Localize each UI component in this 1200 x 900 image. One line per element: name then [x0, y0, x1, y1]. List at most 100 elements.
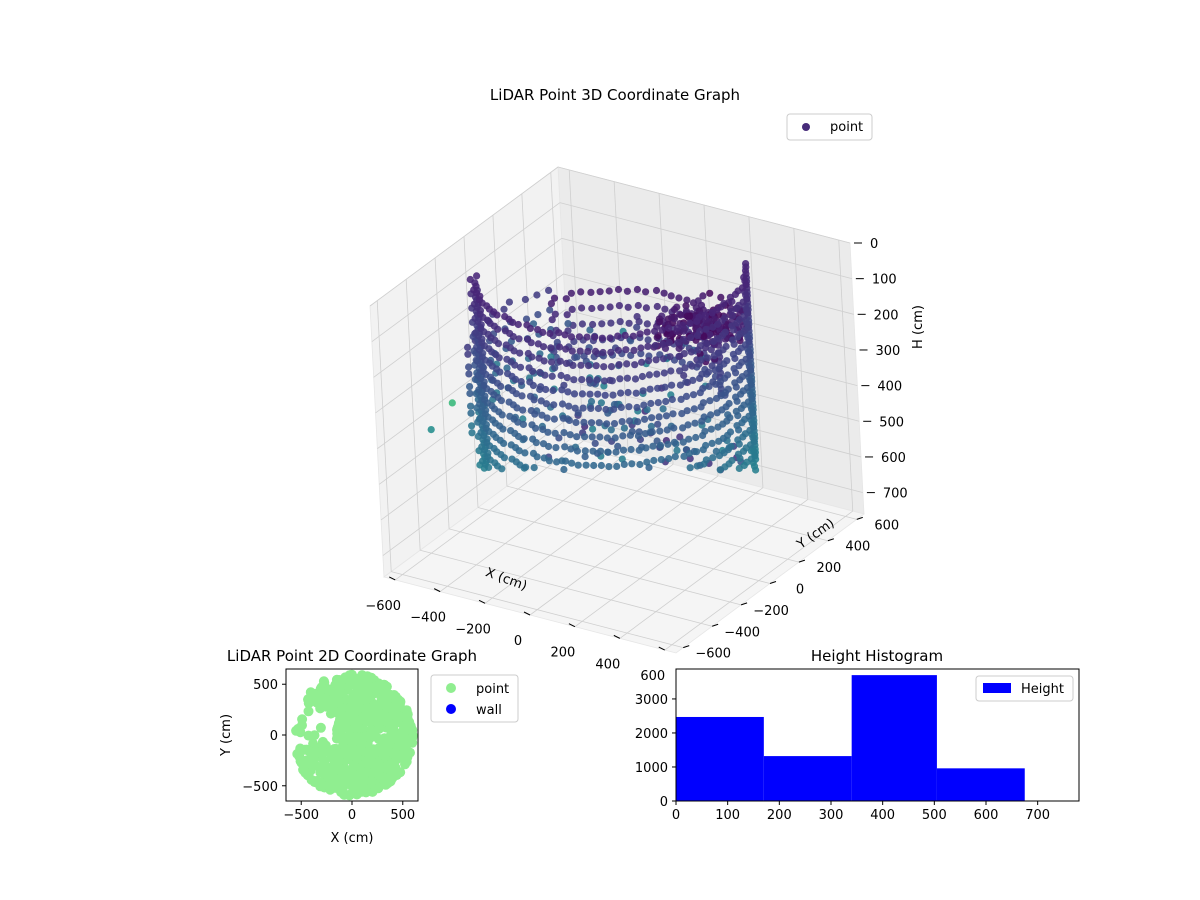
- chart-2d-point: [349, 695, 360, 705]
- chart-3d-point: [596, 433, 604, 441]
- chart-3d-point: [583, 333, 591, 341]
- chart-3d-point: [494, 340, 503, 348]
- chart-3d-point: [598, 334, 606, 342]
- chart-3d-ytick-label: −200: [753, 604, 789, 619]
- chart-3d-point: [513, 404, 521, 412]
- chart-3d-point: [573, 353, 581, 361]
- chart-3d-point: [637, 350, 645, 358]
- chart-3d-point: [516, 461, 524, 469]
- chart-3d-point: [616, 375, 624, 383]
- chart-3d-point: [628, 460, 636, 468]
- chart-3d-point: [591, 333, 599, 341]
- chart-3d-xtick-mark: [523, 611, 531, 616]
- chart-2d-point: [291, 725, 302, 736]
- histogram-ytick-label: 2000: [635, 727, 668, 742]
- chart-3d-point: [637, 344, 645, 352]
- chart-3d-point: [640, 401, 648, 409]
- chart-3d-point: [677, 395, 685, 403]
- chart-3d-point: [627, 445, 635, 454]
- chart-3d-point: [732, 369, 740, 377]
- chart-3d-point: [623, 360, 631, 368]
- chart-3d-point: [549, 386, 557, 395]
- chart-3d-point: [634, 418, 642, 426]
- chart-3d-point: [614, 442, 622, 450]
- chart-2d-point: [388, 748, 399, 759]
- chart-3d-point: [589, 425, 597, 433]
- chart-3d-point: [683, 312, 691, 320]
- chart-3d-point: [591, 347, 600, 355]
- chart-3d-point: [560, 465, 568, 474]
- chart-2d-point: [303, 706, 314, 717]
- chart-3d-point: [613, 462, 621, 470]
- chart-3d-ytick-mark: [769, 581, 777, 584]
- chart-3d-point: [619, 446, 628, 454]
- chart-3d-point: [711, 366, 719, 374]
- chart-3d-point: [676, 367, 684, 375]
- chart-3d-point: [615, 302, 624, 310]
- chart-2d-point: [366, 777, 377, 787]
- chart-2d-point: [382, 701, 393, 712]
- chart-2d-point: [362, 687, 373, 698]
- chart-3d-point: [682, 378, 690, 386]
- chart-2d-point: [378, 684, 389, 695]
- grid-line-floor-y: [506, 485, 800, 563]
- chart-3d-point: [600, 363, 608, 371]
- chart-3d-point: [530, 464, 538, 472]
- chart-3d-point: [594, 390, 602, 398]
- chart-3d-point: [597, 461, 606, 470]
- chart-3d-point: [693, 332, 702, 340]
- chart-3d-point: [579, 404, 587, 412]
- chart-2d-legend: point wall: [430, 674, 519, 723]
- chart-3d-point: [500, 305, 508, 313]
- chart-3d-point: [526, 324, 535, 333]
- chart-3d-point: [539, 343, 548, 351]
- chart-2d-point: [317, 739, 328, 750]
- chart-3d-point: [610, 420, 619, 428]
- histogram-legend-box: [975, 675, 1074, 702]
- chart-3d-point: [709, 323, 717, 331]
- chart-3d-xtick-label: 600: [640, 669, 665, 684]
- chart-3d-point: [558, 386, 566, 394]
- chart-3d-point: [731, 354, 739, 363]
- chart-2d-point: [344, 790, 355, 801]
- chart-3d-point: [643, 320, 651, 328]
- grid-line-left-z: [375, 273, 564, 414]
- chart-3d-point: [567, 289, 576, 297]
- chart-3d-point: [511, 375, 520, 383]
- chart-3d-point: [612, 448, 620, 456]
- chart-3d-point: [629, 332, 637, 340]
- grid-line-back-z: [557, 166, 851, 244]
- chart-3d-point: [500, 454, 508, 462]
- chart-3d-point: [609, 391, 617, 399]
- chart-3d-point: [556, 343, 564, 351]
- chart-3d-point: [696, 374, 704, 382]
- grid-line-floor-x: [574, 487, 764, 628]
- chart-2d-point: [306, 774, 317, 785]
- chart-3d-point: [732, 383, 740, 391]
- chart-3d-legend: point: [786, 113, 873, 141]
- chart-3d-point: [644, 336, 652, 344]
- chart-3d-point: [584, 347, 592, 355]
- chart-3d-point: [709, 454, 717, 462]
- chart-3d-point: [670, 438, 679, 446]
- chart-3d-point: [710, 337, 718, 346]
- chart-3d-point: [705, 382, 713, 390]
- chart-3d-xtick-label: 400: [595, 657, 620, 672]
- chart-3d-point: [465, 370, 473, 378]
- chart-3d-ytick-mark: [740, 602, 748, 606]
- chart-3d-point: [532, 439, 540, 447]
- chart-3d-point: [689, 391, 698, 399]
- chart-3d-point: [606, 334, 614, 342]
- chart-3d-point: [573, 447, 582, 455]
- chart-3d-point: [645, 463, 653, 472]
- chart-3d-point: [601, 391, 609, 399]
- chart-3d-point: [668, 395, 676, 404]
- chart-3d-ztick-label: 100: [872, 273, 897, 288]
- chart-3d-point: [493, 311, 501, 319]
- chart-3d-point: [700, 332, 708, 340]
- grid-line-floor-y: [535, 464, 828, 542]
- chart-3d-point: [545, 457, 554, 465]
- chart-3d-point: [572, 418, 580, 427]
- chart-3d-ytick-label: 600: [874, 518, 899, 533]
